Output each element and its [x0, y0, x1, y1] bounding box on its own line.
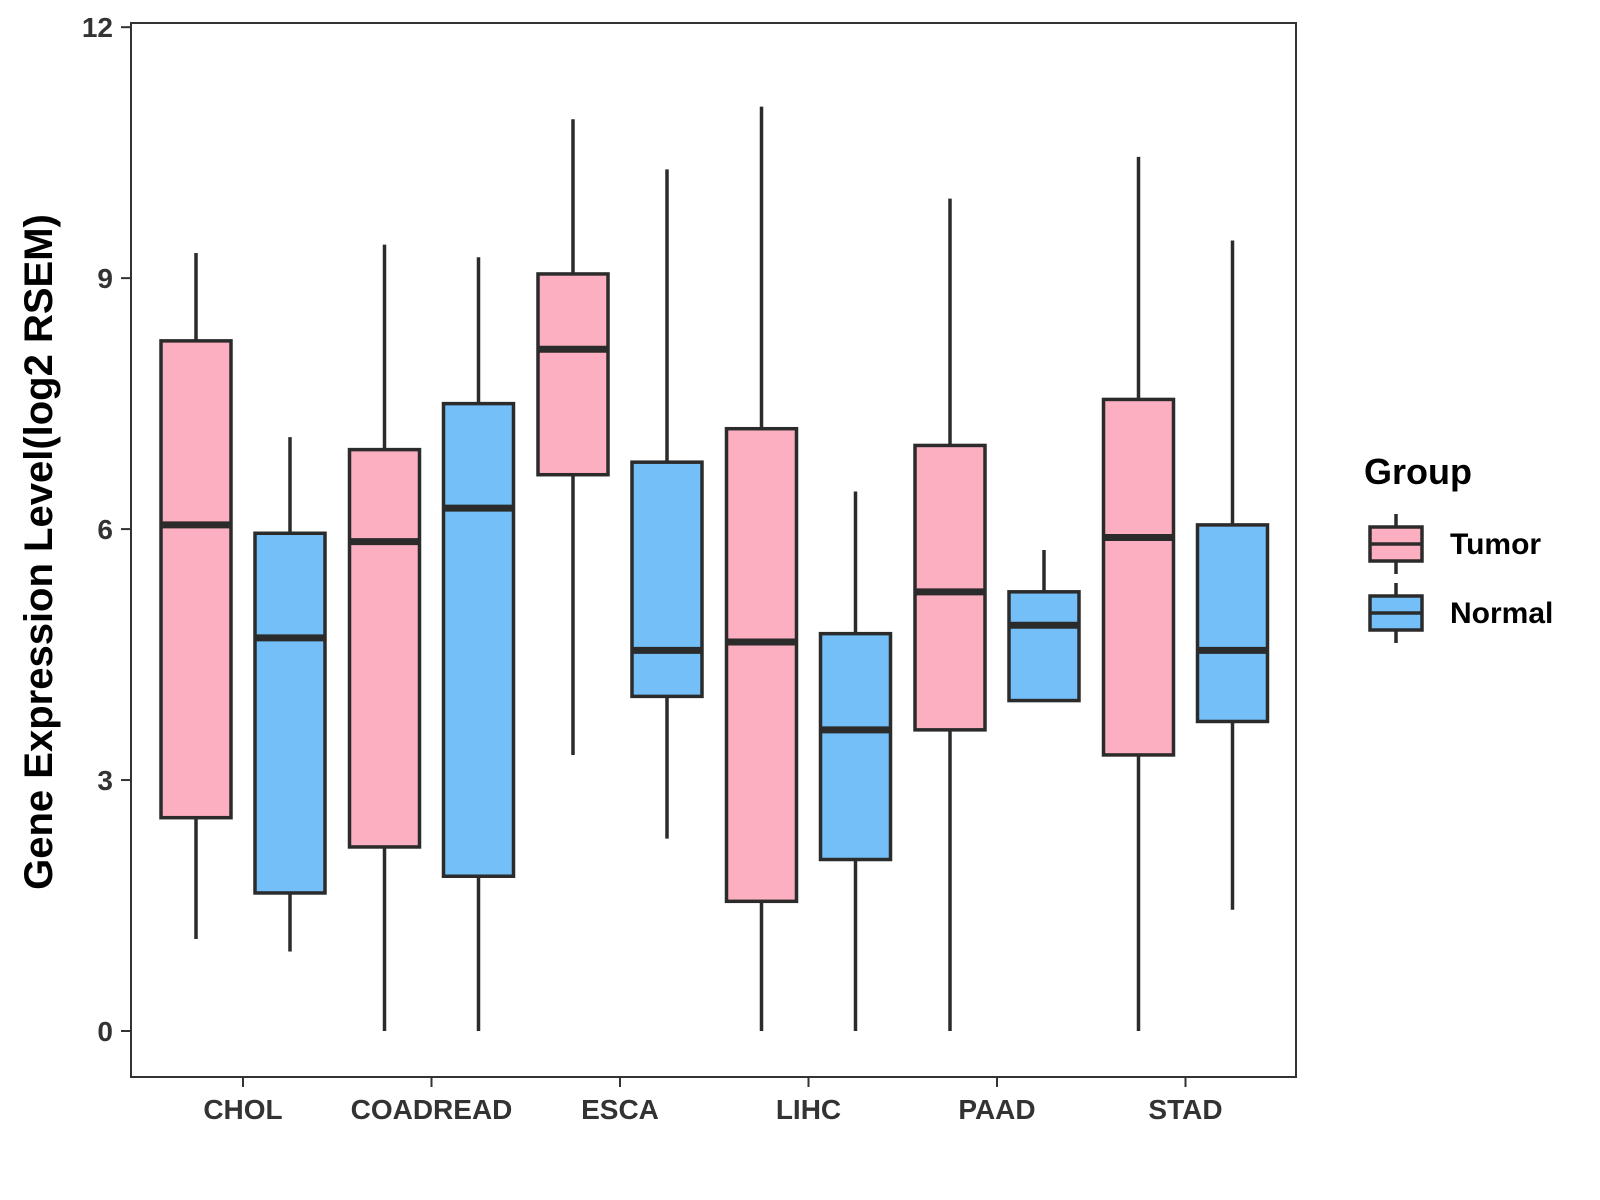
box-normal-stad — [1195, 240, 1270, 910]
x-axis: CHOL COADREAD ESCA LIHC PAAD STAD — [203, 1077, 1223, 1125]
legend-entry-normal: Normal — [1368, 583, 1553, 643]
legend: Group Tumor Normal — [1364, 451, 1553, 643]
panel-border — [130, 22, 1297, 1078]
box-body — [1101, 397, 1176, 757]
legend-entry-tumor: Tumor — [1368, 514, 1541, 574]
box-body — [536, 272, 610, 477]
x-tick-label: PAAD — [958, 1094, 1035, 1125]
boxes — [159, 106, 1270, 1031]
x-tick-label: LIHC — [776, 1094, 841, 1125]
box-body — [724, 426, 799, 904]
y-axis: 0 3 6 9 12 — [82, 12, 131, 1047]
box-tumor-lihc — [724, 106, 799, 1031]
legend-label: Tumor — [1450, 528, 1541, 561]
y-tick-label: 3 — [97, 765, 113, 796]
y-tick-label: 6 — [97, 514, 113, 545]
x-tick-label: CHOL — [203, 1094, 282, 1125]
box-tumor-stad — [1101, 156, 1176, 1031]
legend-label: Normal — [1450, 597, 1553, 630]
box-body — [1007, 590, 1081, 703]
x-tick-label: STAD — [1148, 1094, 1222, 1125]
box-tumor-coadread — [347, 244, 422, 1031]
box-normal-lihc — [818, 491, 893, 1031]
x-tick-label: ESCA — [581, 1094, 659, 1125]
box-tumor-chol — [159, 253, 233, 939]
x-tick-label: COADREAD — [351, 1094, 513, 1125]
box-body — [253, 531, 327, 895]
box-normal-coadread — [441, 257, 516, 1031]
box-body — [818, 631, 893, 862]
box-body — [1195, 523, 1270, 724]
y-tick-label: 12 — [82, 12, 113, 43]
box-body — [441, 401, 516, 878]
box-tumor-paad — [913, 198, 987, 1031]
box-body — [159, 339, 233, 820]
plot-panel — [130, 22, 1297, 1078]
box-body — [630, 460, 704, 699]
box-normal-paad — [1007, 550, 1081, 703]
y-tick-label: 9 — [97, 263, 113, 294]
box-normal-chol — [253, 437, 327, 952]
box-body — [347, 447, 422, 849]
y-axis-title: Gene Expression Level(log2 RSEM) — [17, 214, 61, 890]
box-tumor-esca — [536, 119, 610, 755]
box-normal-esca — [630, 169, 704, 839]
y-tick-label: 0 — [97, 1016, 113, 1047]
box-body — [913, 443, 987, 732]
legend-title: Group — [1364, 451, 1472, 492]
